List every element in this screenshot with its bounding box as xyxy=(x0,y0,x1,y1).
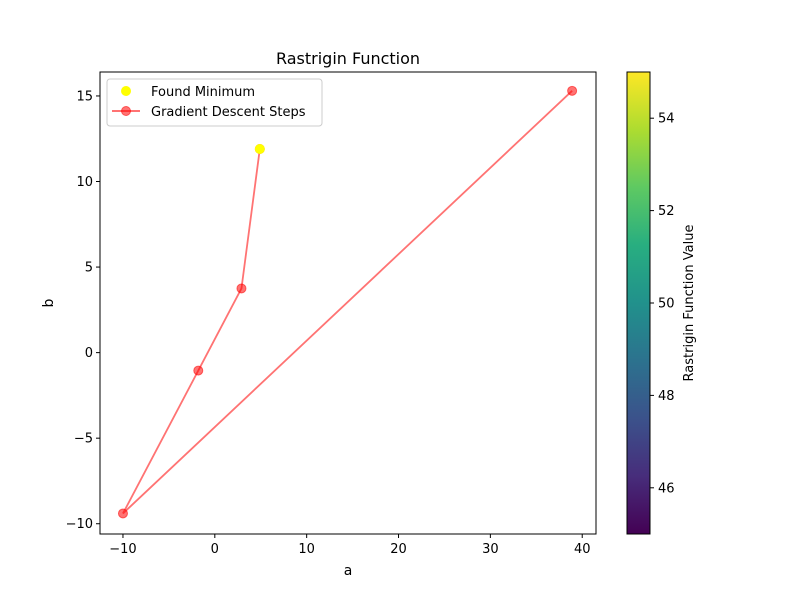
x-tick-label: 0 xyxy=(211,542,219,557)
plot-area xyxy=(117,85,578,519)
colorbar-ticks: 46 48 50 52 54 xyxy=(650,112,675,496)
colorbar-tick-label: 52 xyxy=(658,204,675,219)
y-tick-label: 5 xyxy=(85,261,93,276)
y-tick-label: 0 xyxy=(85,346,93,361)
legend: Found Minimum Gradient Descent Steps xyxy=(106,78,323,127)
y-tick-label: −10 xyxy=(66,517,93,532)
x-tick-label: 20 xyxy=(390,542,407,557)
chart-title: Rastrigin Function xyxy=(276,49,420,68)
gradient-descent-point-0 xyxy=(567,85,578,96)
colorbar-tick-label: 46 xyxy=(658,481,675,496)
x-axis-label: a xyxy=(344,563,353,579)
x-tick-label: 30 xyxy=(482,542,499,557)
x-tick-label: 40 xyxy=(574,542,591,557)
colorbar-tick-label: 54 xyxy=(658,112,675,127)
gradient-descent-point-1 xyxy=(117,508,128,519)
found-minimum-point-0 xyxy=(254,144,265,154)
y-tick-label: −5 xyxy=(74,432,93,447)
legend-found-minimum-label: Found Minimum xyxy=(151,85,255,100)
x-axis-ticks: −10 0 10 20 30 40 xyxy=(109,534,590,557)
colorbar-tick-label: 50 xyxy=(658,297,675,312)
legend-gradient-steps-marker xyxy=(121,106,131,116)
legend-gradient-steps-label: Gradient Descent Steps xyxy=(151,105,306,120)
colorbar-tick-label: 48 xyxy=(658,389,675,404)
plot-frame xyxy=(99,71,597,535)
y-tick-label: 15 xyxy=(76,89,93,104)
colorbar-label: Rastrigin Function Value xyxy=(682,225,697,382)
y-tick-label: 10 xyxy=(76,175,93,190)
legend-found-minimum-marker xyxy=(121,86,131,96)
gradient-descent-line xyxy=(122,90,573,515)
legend-box xyxy=(106,78,323,127)
y-axis-ticks: −10 −5 0 5 10 15 xyxy=(66,89,100,532)
x-tick-label: −10 xyxy=(109,542,136,557)
y-axis-label: b xyxy=(41,298,57,307)
gradient-descent-point-3 xyxy=(236,283,247,294)
colorbar xyxy=(626,71,651,535)
x-tick-label: 10 xyxy=(298,542,315,557)
gradient-descent-point-2 xyxy=(193,365,204,376)
